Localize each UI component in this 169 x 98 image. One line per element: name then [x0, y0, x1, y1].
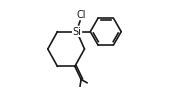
Text: Cl: Cl: [77, 10, 86, 20]
Text: Si: Si: [72, 27, 81, 37]
